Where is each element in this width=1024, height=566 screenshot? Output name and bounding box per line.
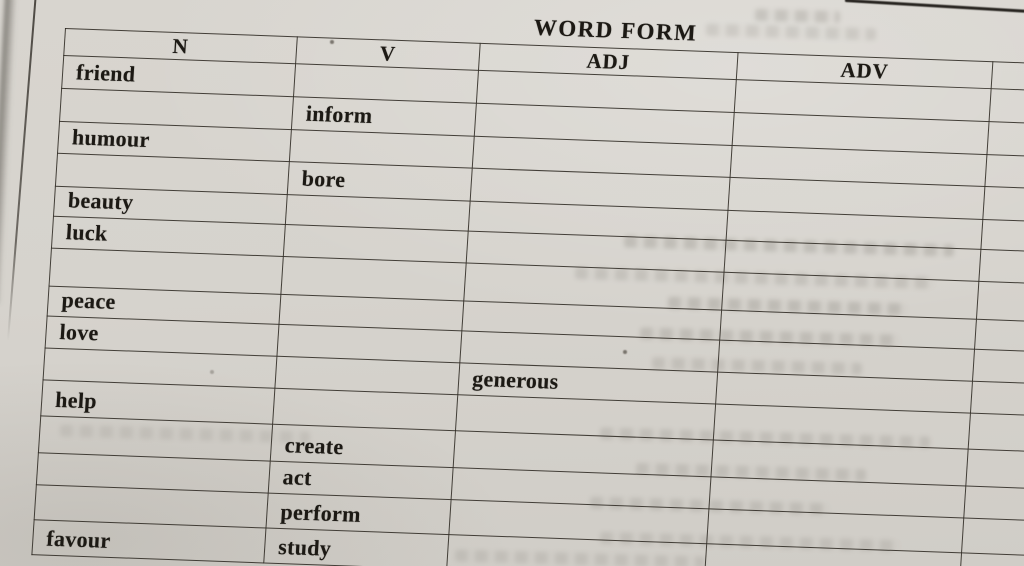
table-body: friend inform humour bore beauty luck peace lov… <box>31 55 1024 566</box>
table-cell-clipped <box>968 413 1024 452</box>
table-cell-clipped <box>980 219 1024 253</box>
table-cell-clipped <box>978 249 1024 285</box>
table-cell-clipped <box>959 552 1024 566</box>
word-form-table: N V ADJ ADV friend inform humour bore beauty… <box>31 28 1024 566</box>
table-cell-clipped <box>963 486 1024 521</box>
word-form-sheet: WORD FORM N V ADJ ADV friend inform humour… <box>31 15 1024 566</box>
table-cell-clipped <box>976 281 1024 322</box>
table-cell-clipped <box>972 349 1024 384</box>
table-cell-clipped <box>984 154 1024 190</box>
table-cell-clipped <box>970 381 1024 416</box>
table-cell-clipped <box>965 449 1024 489</box>
table-cell-clipped <box>974 319 1024 352</box>
table-cell-clipped <box>961 517 1024 556</box>
table-cell-clipped <box>986 121 1024 158</box>
table-cell <box>280 256 467 301</box>
bleed-through-smudge <box>705 23 877 41</box>
table-cell-clipped <box>982 186 1024 223</box>
table-cell-clipped <box>989 88 1024 125</box>
paper-speck <box>623 350 627 354</box>
top-right-rule-line <box>844 0 1024 15</box>
header-extra-clipped <box>991 61 1024 92</box>
paper-speck <box>330 40 334 44</box>
page-title: WORD FORM <box>533 14 699 46</box>
bleed-through-smudge <box>754 8 841 24</box>
table-cell: study <box>263 528 449 566</box>
table-cell: favour <box>31 519 266 563</box>
paper-speck <box>210 370 214 374</box>
